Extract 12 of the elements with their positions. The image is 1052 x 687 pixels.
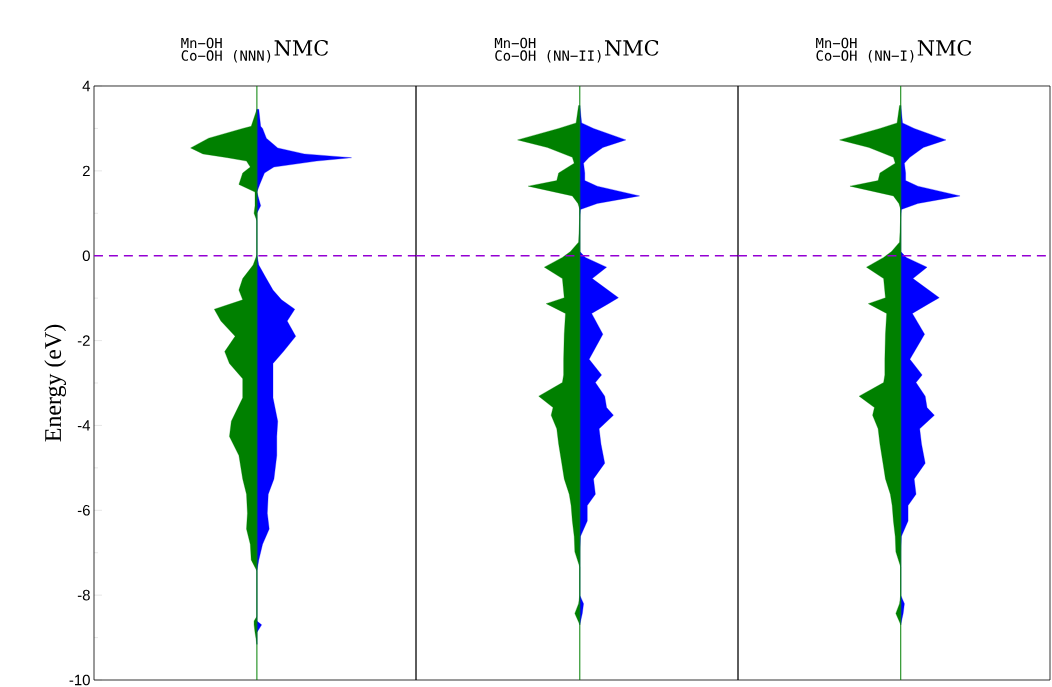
y-tick-label: -8	[77, 589, 90, 601]
chart-title: ${}^{\hbox{\fontsize{14}{14}\selectfont\texttt{Mn−OH}}}_{\hbox{\fontsize{14}{14}\selectfont\texttt{Co−OH (NNN)}}}\hbox{NMC}$	[181, 37, 329, 63]
y-tick-label: 2	[82, 165, 90, 177]
y-tick-label: -6	[77, 504, 90, 516]
y-tick-label: -4	[77, 420, 91, 431]
chart-title: ${}^{\hbox{\fontsize{14}{14}\selectfont\texttt{Mn−OH}}}_{\hbox{\fontsize{14}{14}\selectfont\texttt{Co−OH (NN−II)}}}\hbox{NMC}$	[494, 37, 659, 63]
y-tick-label: 4	[82, 80, 91, 92]
y-tick-label: 0	[82, 250, 90, 261]
y-tick-label: -10	[69, 674, 90, 686]
y-tick-label: -2	[77, 335, 90, 346]
y-axis-title: Energy (eV)	[44, 324, 67, 442]
chart-title: ${}^{\hbox{\fontsize{14}{14}\selectfont\texttt{Mn−OH}}}_{\hbox{\fontsize{14}{14}\selectfont\texttt{Co−OH (NN−I)}}}\hbox{NMC}$	[816, 37, 972, 63]
